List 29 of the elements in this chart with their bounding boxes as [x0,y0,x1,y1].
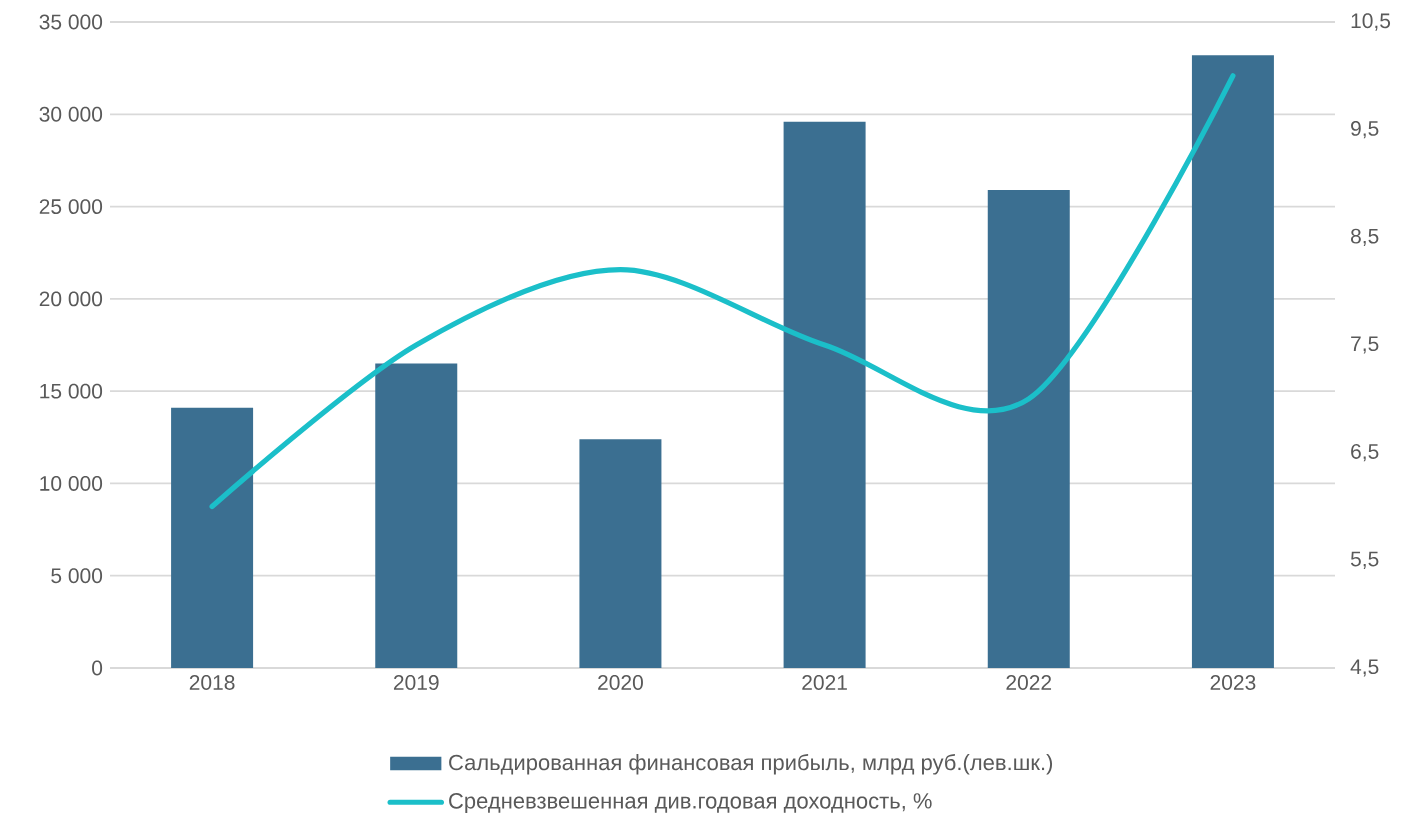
bar [579,439,662,668]
y-tick-label: 20 000 [39,291,103,307]
legend-label: Средневзвешенная див.годовая доходность, % [449,793,932,813]
y2-tick-label: 10,5 [1351,13,1391,31]
bar [375,363,458,668]
y2-tick-label: 8,5 [1350,228,1379,247]
y-tick-label: 15 000 [40,383,103,399]
legend-label: Сальдированная финансовая прибыль, млрд руб.(лев.шк.) [449,753,1053,775]
x-tick-label: 2019 [393,675,439,690]
x-tick-label: 2018 [189,675,235,690]
bar [171,407,254,668]
y-tick-label: 25 000 [39,199,103,215]
y-tick-label: 10 000 [40,476,103,491]
x-tick-label: 2023 [1210,675,1256,690]
bar [987,189,1070,668]
x-tick-label: 2021 [802,675,847,690]
y2-tick-label: 7,5 [1351,336,1379,354]
y2-tick-label: 4,5 [1350,659,1379,677]
y-tick-label: 35 000 [39,14,103,30]
bar [1191,55,1274,668]
x-tick-label: 2020 [598,675,643,690]
y-tick-label: 30 000 [39,106,103,122]
x-tick-label: 2022 [1006,675,1052,690]
y-tick-label: 5 000 [51,568,103,584]
y2-tick-label: 6,5 [1351,444,1379,462]
bar [783,121,866,668]
y-tick-label: 0 [92,660,103,676]
y2-tick-label: 9,5 [1351,121,1379,139]
y2-tick-label: 5,5 [1350,551,1379,569]
